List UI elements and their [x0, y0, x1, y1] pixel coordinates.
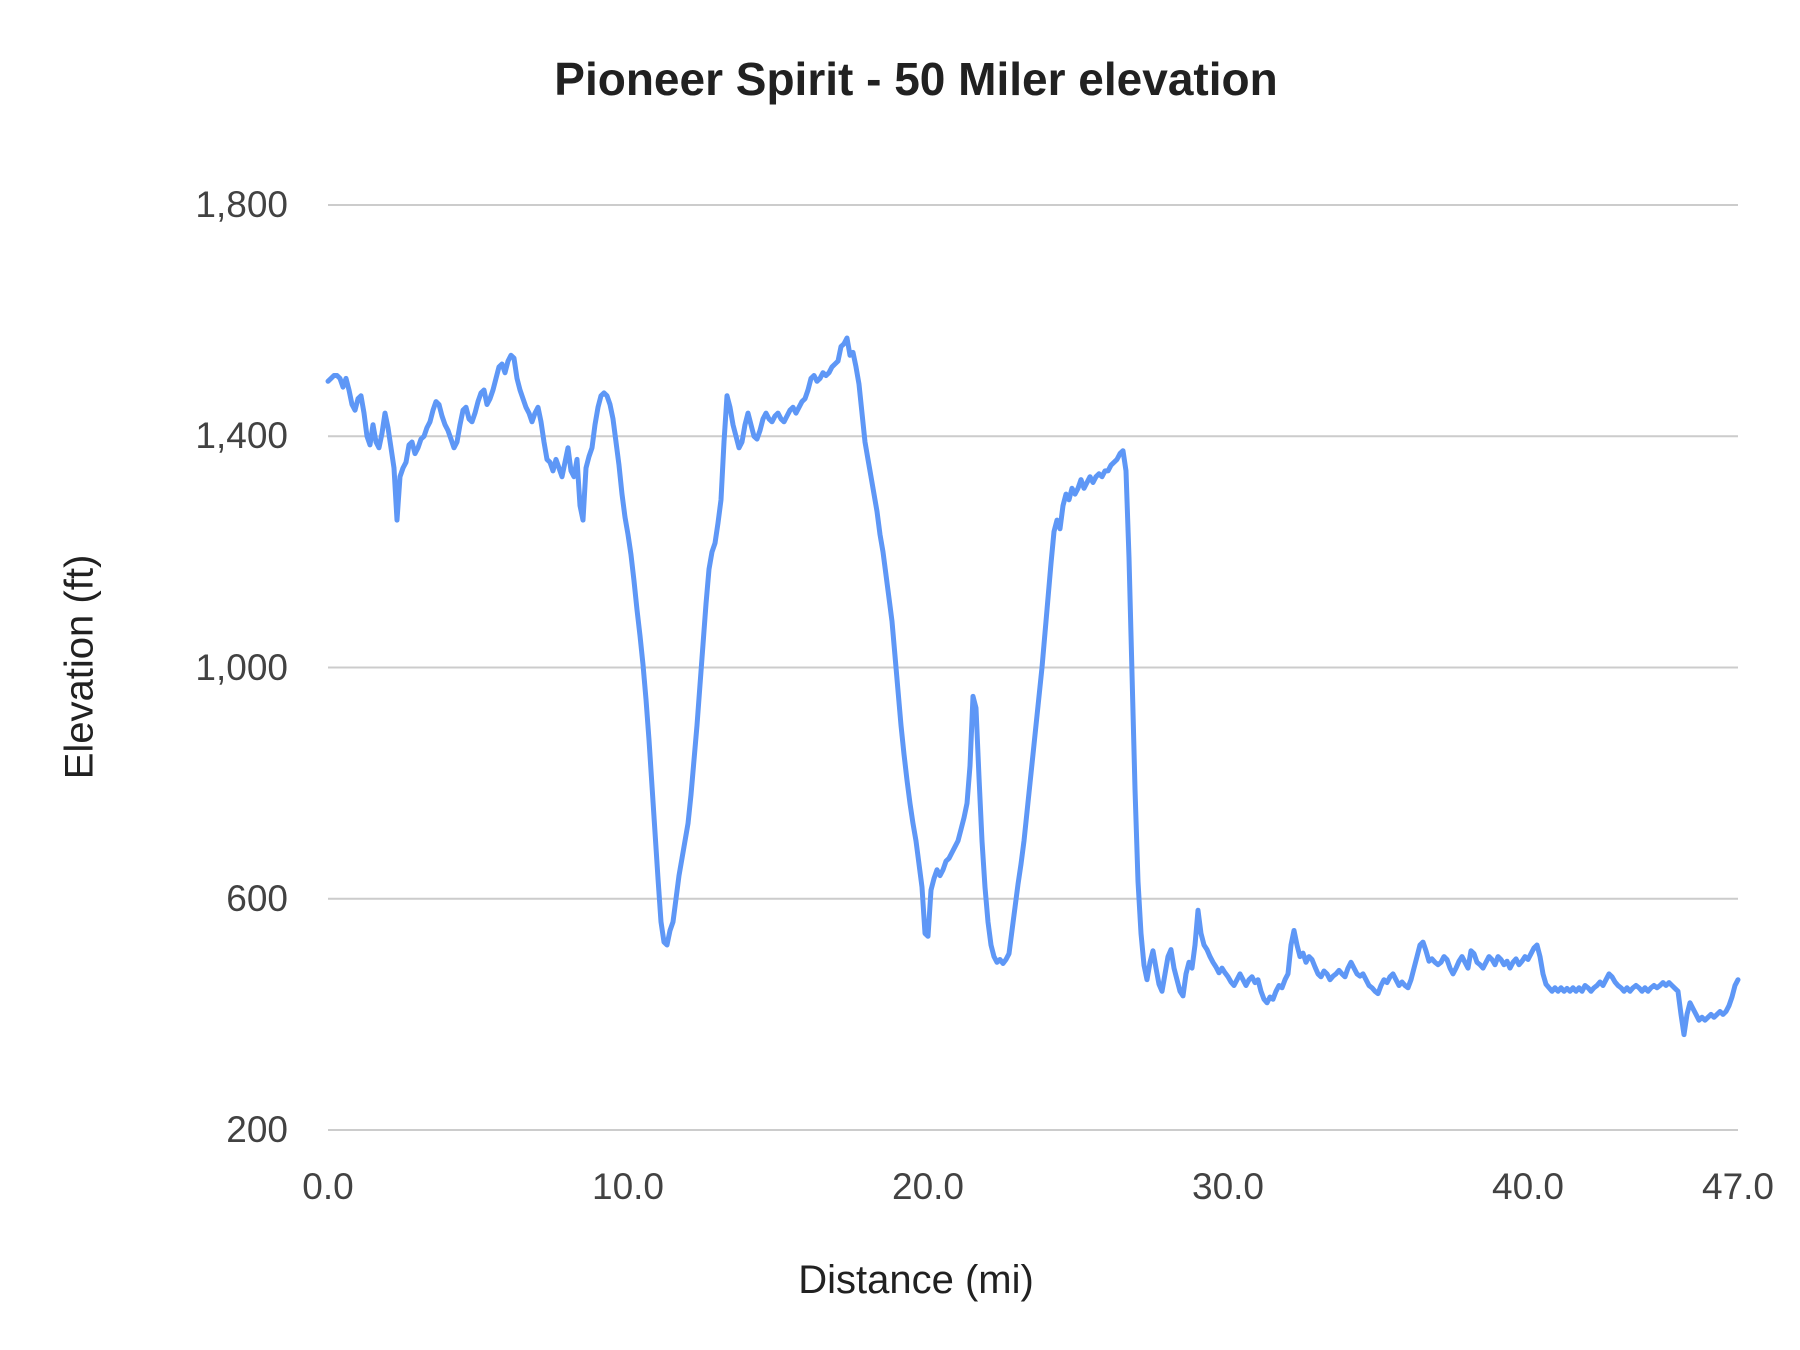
y-tick-label: 1,400	[195, 415, 288, 457]
elevation-line	[325, 335, 1741, 1038]
chart-title: Pioneer Spirit - 50 Miler elevation	[554, 53, 1278, 105]
y-tick-label: 600	[226, 877, 288, 919]
x-tick-label: 0.0	[302, 1166, 354, 1207]
x-tick-label: 40.0	[1491, 1166, 1565, 1207]
y-tick-label: 1,000	[195, 646, 288, 688]
x-tick-label: 30.0	[1191, 1166, 1265, 1207]
x-tick-label: 10.0	[591, 1166, 665, 1207]
x-tick-label: 47.0	[1701, 1166, 1775, 1207]
y-tick-label: 200	[226, 1109, 288, 1150]
x-tick-label: 20.0	[891, 1166, 965, 1207]
y-tick-label: 1,800	[195, 184, 288, 225]
x-axis-title: Distance (mi)	[798, 1258, 1034, 1302]
y-axis-title: Elevation (ft)	[57, 554, 102, 780]
